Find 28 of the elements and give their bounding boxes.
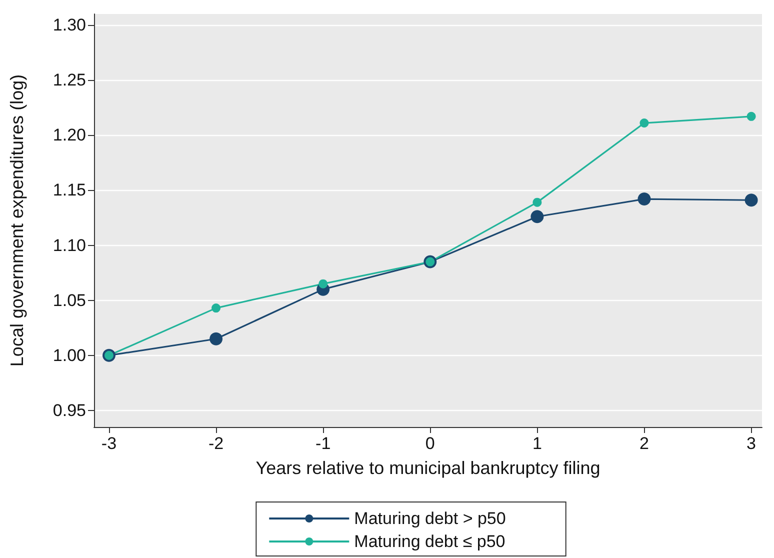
point bbox=[318, 279, 328, 288]
legend-label: Maturing debt > p50 bbox=[354, 509, 506, 528]
y-tick-label: 1.30 bbox=[52, 16, 86, 35]
y-tick-label: 1.05 bbox=[52, 290, 86, 310]
y-tick-label: 1.15 bbox=[52, 180, 86, 200]
x-tick-label: -3 bbox=[101, 434, 117, 453]
y-tick-label: 1.25 bbox=[52, 70, 86, 90]
legend-label: Maturing debt ≤ p50 bbox=[354, 532, 506, 551]
point bbox=[530, 210, 544, 224]
x-axis-title: Years relative to municipal bankruptcy filing bbox=[256, 458, 600, 478]
y-tick-label: 1.10 bbox=[52, 236, 86, 255]
y-tick-label: 1.20 bbox=[52, 126, 86, 145]
x-tick-label: 1 bbox=[532, 434, 542, 453]
x-tick-label: 0 bbox=[425, 434, 435, 453]
x-tick-label: 2 bbox=[640, 434, 649, 453]
point bbox=[640, 118, 649, 128]
point bbox=[212, 304, 221, 313]
x-tick-label: -1 bbox=[316, 434, 331, 453]
x-tick-label: 3 bbox=[746, 434, 756, 453]
point bbox=[744, 194, 758, 207]
y-axis-title: Local government expenditures (log) bbox=[7, 74, 27, 367]
point bbox=[210, 332, 223, 346]
y-tick-label: 0.95 bbox=[52, 400, 86, 420]
point bbox=[532, 198, 542, 207]
point bbox=[638, 192, 651, 206]
y-tick-label: 1.00 bbox=[52, 346, 86, 365]
x-tick-label: -2 bbox=[208, 434, 224, 453]
point bbox=[746, 112, 756, 121]
